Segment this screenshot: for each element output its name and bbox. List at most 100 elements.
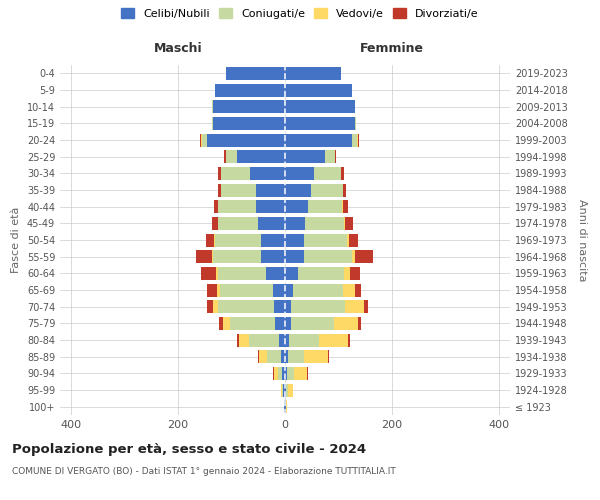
Bar xyxy=(285,367,287,380)
Bar xyxy=(341,167,344,180)
Bar xyxy=(281,384,283,396)
Bar xyxy=(285,317,292,330)
Bar xyxy=(347,234,349,246)
Bar xyxy=(226,67,285,80)
Bar xyxy=(274,300,285,313)
Bar xyxy=(293,284,343,296)
Bar xyxy=(343,284,355,296)
Bar xyxy=(285,300,292,313)
Bar xyxy=(237,150,285,163)
Bar xyxy=(208,284,217,296)
Bar xyxy=(268,350,281,363)
Bar xyxy=(285,184,311,196)
Bar xyxy=(285,234,304,246)
Bar xyxy=(305,217,344,230)
Bar xyxy=(218,300,274,313)
Bar xyxy=(283,367,285,380)
Bar xyxy=(285,67,341,80)
Bar xyxy=(289,334,319,346)
Bar xyxy=(214,234,215,246)
Bar xyxy=(249,334,278,346)
Bar xyxy=(283,384,285,396)
Bar xyxy=(287,367,293,380)
Bar xyxy=(285,284,293,296)
Bar xyxy=(285,117,355,130)
Bar xyxy=(266,267,285,280)
Bar xyxy=(285,384,286,396)
Bar xyxy=(286,400,287,413)
Bar xyxy=(212,250,261,263)
Bar xyxy=(201,134,202,146)
Bar xyxy=(285,350,288,363)
Bar xyxy=(223,317,230,330)
Bar xyxy=(345,300,364,313)
Bar xyxy=(281,350,285,363)
Bar xyxy=(358,134,359,146)
Bar xyxy=(200,134,201,146)
Text: Femmine: Femmine xyxy=(360,42,424,55)
Bar xyxy=(311,184,343,196)
Bar xyxy=(196,250,212,263)
Bar xyxy=(285,167,314,180)
Bar xyxy=(343,184,346,196)
Bar xyxy=(273,284,285,296)
Bar xyxy=(348,334,350,346)
Bar xyxy=(215,234,261,246)
Bar xyxy=(292,317,334,330)
Bar xyxy=(217,284,220,296)
Bar xyxy=(298,267,344,280)
Bar xyxy=(285,200,308,213)
Bar xyxy=(285,217,305,230)
Bar xyxy=(218,267,266,280)
Bar xyxy=(220,284,273,296)
Bar xyxy=(261,234,285,246)
Bar xyxy=(278,367,283,380)
Bar xyxy=(304,234,347,246)
Bar xyxy=(206,234,214,246)
Bar xyxy=(344,217,345,230)
Bar xyxy=(285,84,352,96)
Bar xyxy=(239,334,249,346)
Bar xyxy=(288,350,304,363)
Bar xyxy=(208,134,285,146)
Bar xyxy=(284,400,285,413)
Bar xyxy=(285,267,298,280)
Bar xyxy=(258,217,285,230)
Bar xyxy=(250,167,285,180)
Bar xyxy=(335,150,336,163)
Bar xyxy=(212,117,285,130)
Bar xyxy=(334,317,358,330)
Bar xyxy=(212,300,218,313)
Bar xyxy=(278,334,285,346)
Bar xyxy=(219,317,223,330)
Bar xyxy=(226,150,237,163)
Bar xyxy=(344,267,350,280)
Bar xyxy=(288,384,293,396)
Bar xyxy=(352,134,358,146)
Bar xyxy=(285,134,352,146)
Bar xyxy=(292,300,345,313)
Bar xyxy=(314,167,341,180)
Bar xyxy=(230,317,275,330)
Bar xyxy=(208,300,212,313)
Bar xyxy=(325,150,335,163)
Bar xyxy=(221,184,256,196)
Bar xyxy=(355,284,361,296)
Bar xyxy=(218,200,256,213)
Bar xyxy=(221,167,250,180)
Bar xyxy=(261,250,285,263)
Bar xyxy=(364,300,368,313)
Bar xyxy=(286,384,288,396)
Bar xyxy=(256,200,285,213)
Bar xyxy=(358,317,361,330)
Bar xyxy=(285,334,289,346)
Bar xyxy=(285,150,325,163)
Bar xyxy=(319,334,348,346)
Bar xyxy=(285,100,355,113)
Bar xyxy=(218,184,221,196)
Bar xyxy=(304,350,328,363)
Text: Popolazione per età, sesso e stato civile - 2024: Popolazione per età, sesso e stato civil… xyxy=(12,442,366,456)
Y-axis label: Fasce di età: Fasce di età xyxy=(11,207,21,273)
Bar xyxy=(355,250,373,263)
Bar xyxy=(293,367,307,380)
